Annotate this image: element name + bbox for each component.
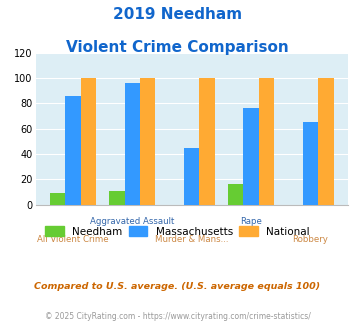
Text: Aggravated Assault: Aggravated Assault <box>90 217 174 226</box>
Bar <box>318 78 334 205</box>
Bar <box>109 191 125 205</box>
Bar <box>244 109 259 205</box>
Bar <box>81 78 96 205</box>
Bar <box>200 78 215 205</box>
Text: Robbery: Robbery <box>293 235 328 244</box>
Bar <box>65 96 81 205</box>
Bar <box>184 148 200 205</box>
Bar <box>228 184 244 205</box>
Text: 2019 Needham: 2019 Needham <box>113 7 242 21</box>
Bar <box>303 122 318 205</box>
Text: © 2025 CityRating.com - https://www.cityrating.com/crime-statistics/: © 2025 CityRating.com - https://www.city… <box>45 312 310 321</box>
Bar <box>50 193 65 205</box>
Bar <box>125 83 140 205</box>
Legend: Needham, Massachusetts, National: Needham, Massachusetts, National <box>45 226 310 237</box>
Text: Murder & Mans...: Murder & Mans... <box>155 235 229 244</box>
Text: Compared to U.S. average. (U.S. average equals 100): Compared to U.S. average. (U.S. average … <box>34 282 321 291</box>
Bar <box>259 78 274 205</box>
Text: Rape: Rape <box>240 217 262 226</box>
Text: All Violent Crime: All Violent Crime <box>37 235 109 244</box>
Text: Violent Crime Comparison: Violent Crime Comparison <box>66 40 289 54</box>
Bar <box>140 78 155 205</box>
